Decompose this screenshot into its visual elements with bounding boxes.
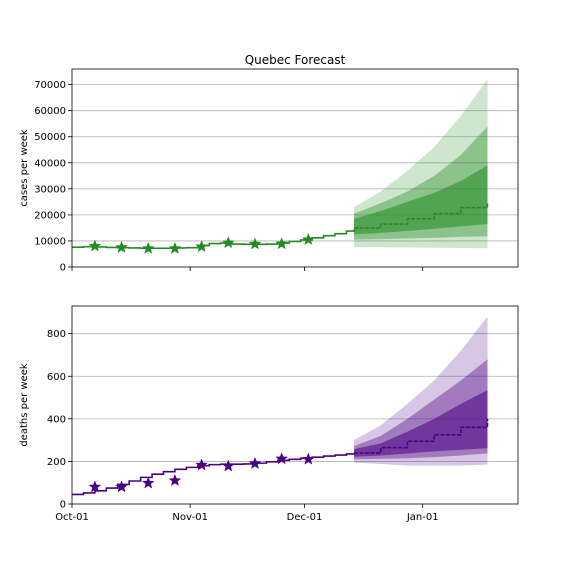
y-tick-label: 600 [47,372,66,383]
y-tick-label: 50000 [34,132,66,143]
observed-point [115,240,128,253]
axes-frame [71,68,519,268]
axes-frame [71,305,519,505]
y-axis-label: deaths per week [19,363,30,447]
observed-point [141,476,155,489]
observed-point [141,241,155,254]
y-tick-label: 0 [60,263,66,274]
x-tick-label: Jan-01 [406,512,439,523]
y-tick-label: 0 [60,500,66,511]
cases-panel: 0 10000 20000 30000 40000 50000 60000 70000 case… [19,53,519,274]
forecast-band-50 [354,390,488,457]
observed-point [168,473,182,487]
forecast-median-line [354,201,489,229]
observed-point [88,480,102,493]
observed-point [88,239,102,252]
observed-point [301,452,315,465]
observed-point [221,236,235,249]
observed-point [195,239,208,253]
observed-point [248,456,262,469]
forecast-median-line [354,418,489,454]
forecast-band-50 [354,165,488,235]
y-tick-label: 70000 [34,80,66,91]
observed-point [275,452,289,465]
y-tick-label: 60000 [34,106,66,117]
observed-point [248,237,262,250]
y-tick-label: 20000 [34,210,66,221]
chart-title: Quebec Forecast [245,53,346,67]
x-tick-label: Dec-01 [287,512,323,523]
observed-point [195,458,208,471]
y-tick-label: 30000 [34,184,66,195]
y-axis-label: cases per week [19,129,30,207]
y-tick-label: 10000 [34,236,66,247]
observed-point [221,459,235,472]
observed-point [115,480,128,493]
x-tick-label: Nov-01 [172,512,208,523]
y-tick-label: 800 [47,329,66,340]
deaths-panel: 0 200 400 600 800 Oct-01 Nov-01 Dec-01 Jan-01 dea… [19,305,519,523]
x-tick-label: Oct-01 [55,512,89,523]
y-tick-label: 400 [47,414,66,425]
y-tick-label: 40000 [34,158,66,169]
observed-point [168,241,182,254]
y-tick-label: 200 [47,457,66,468]
observed-point [301,232,315,246]
observed-point [275,237,289,250]
